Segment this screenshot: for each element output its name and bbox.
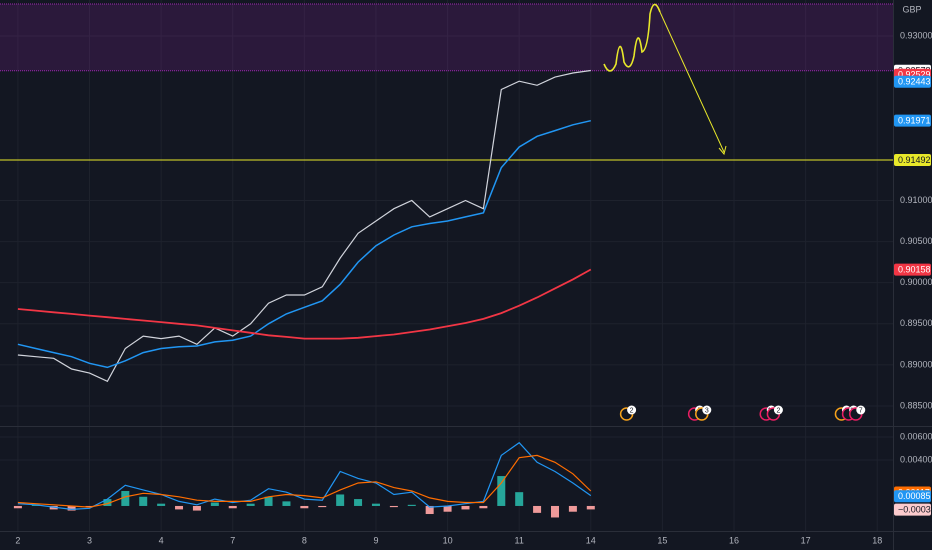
x-tick-label: 18 bbox=[872, 535, 882, 545]
event-badge bbox=[627, 405, 637, 415]
x-tick-label: 17 bbox=[801, 535, 811, 545]
zone bbox=[0, 3, 893, 71]
histogram-bar bbox=[282, 501, 291, 506]
y-tick-label: 0.89000 bbox=[900, 359, 932, 369]
price-label: 0.92443 bbox=[898, 77, 931, 87]
price-label: −0.00032 bbox=[898, 505, 932, 515]
histogram-bar bbox=[139, 496, 148, 506]
series-line bbox=[17, 119, 591, 369]
price-label: 0.00085 bbox=[898, 491, 931, 501]
histogram-bar bbox=[568, 505, 577, 512]
price-label: 0.91492 bbox=[898, 155, 931, 165]
histogram-bar bbox=[479, 505, 488, 509]
series-line bbox=[17, 268, 592, 340]
x-tick-label: 14 bbox=[586, 535, 596, 545]
event-badge bbox=[856, 405, 866, 415]
event-count: 2 bbox=[776, 407, 780, 414]
price-label-box bbox=[894, 154, 931, 167]
histogram-bar bbox=[550, 505, 559, 518]
projection-wave bbox=[603, 3, 661, 72]
histogram-bar bbox=[228, 505, 237, 509]
price-label-box bbox=[894, 114, 931, 127]
x-tick-label: 3 bbox=[87, 535, 92, 545]
arrow-head bbox=[718, 145, 727, 156]
histogram-bar bbox=[461, 505, 470, 510]
histogram-bar bbox=[246, 503, 255, 506]
histogram-bar bbox=[264, 496, 273, 506]
price-label-box bbox=[894, 75, 931, 88]
histogram-bar bbox=[389, 505, 398, 508]
x-tick-label: 9 bbox=[373, 535, 378, 545]
histogram-bar bbox=[121, 491, 130, 506]
price-label: 0.91971 bbox=[898, 115, 931, 125]
histogram-bar bbox=[175, 505, 184, 510]
histogram-bar bbox=[515, 492, 524, 506]
histogram-bar bbox=[586, 505, 595, 510]
histogram-bar bbox=[157, 503, 166, 506]
histogram-bar bbox=[443, 505, 452, 512]
event-count: 3 bbox=[705, 407, 709, 414]
currency-label: GBP bbox=[902, 4, 921, 14]
y-tick-label: 0.90500 bbox=[900, 236, 932, 246]
histogram-bar bbox=[210, 502, 219, 506]
histogram-bar bbox=[67, 505, 76, 511]
x-tick-label: 8 bbox=[302, 535, 307, 545]
y-tick-label: 0.00400 bbox=[900, 454, 932, 464]
histogram-bar bbox=[354, 499, 363, 506]
price-label-box bbox=[894, 490, 931, 503]
histogram-bar bbox=[371, 503, 380, 506]
price-label-box bbox=[894, 503, 931, 516]
y-tick-label: 0.88500 bbox=[900, 400, 932, 410]
histogram-bar bbox=[318, 505, 327, 508]
price-label-box bbox=[894, 263, 931, 276]
price-label: 0.90158 bbox=[898, 265, 931, 275]
histogram-bar bbox=[103, 499, 112, 506]
event-badge bbox=[702, 405, 712, 415]
histogram-bar bbox=[497, 476, 506, 506]
series-line bbox=[17, 69, 591, 383]
histogram-bar bbox=[336, 494, 345, 506]
series-line bbox=[17, 454, 592, 508]
x-tick-label: 2 bbox=[15, 535, 20, 545]
event-count: 2 bbox=[630, 407, 634, 414]
x-tick-label: 11 bbox=[515, 535, 524, 545]
histogram-bar bbox=[300, 505, 309, 509]
event-count: 7 bbox=[859, 407, 863, 414]
projection-arrow bbox=[659, 11, 725, 153]
histogram-bar bbox=[13, 505, 22, 509]
x-tick-label: 10 bbox=[443, 535, 453, 545]
histogram-bar bbox=[407, 504, 416, 506]
y-tick-label: 0.93000 bbox=[900, 30, 932, 40]
y-tick-label: 0.91000 bbox=[900, 195, 932, 205]
y-tick-label: 0.00600 bbox=[900, 431, 932, 441]
x-tick-label: 4 bbox=[159, 535, 164, 545]
y-tick-label: 0.89500 bbox=[900, 318, 932, 328]
series-line bbox=[17, 441, 592, 511]
x-tick-label: 16 bbox=[729, 535, 739, 545]
y-tick-label: 0.90000 bbox=[900, 277, 932, 287]
histogram-bar bbox=[192, 505, 201, 511]
histogram-bar bbox=[425, 505, 434, 515]
x-tick-label: 15 bbox=[657, 535, 667, 545]
histogram-bar bbox=[533, 505, 542, 513]
price-label: 0.92529 bbox=[898, 70, 931, 80]
event-badge bbox=[773, 405, 783, 415]
x-tick-label: 7 bbox=[230, 535, 235, 545]
